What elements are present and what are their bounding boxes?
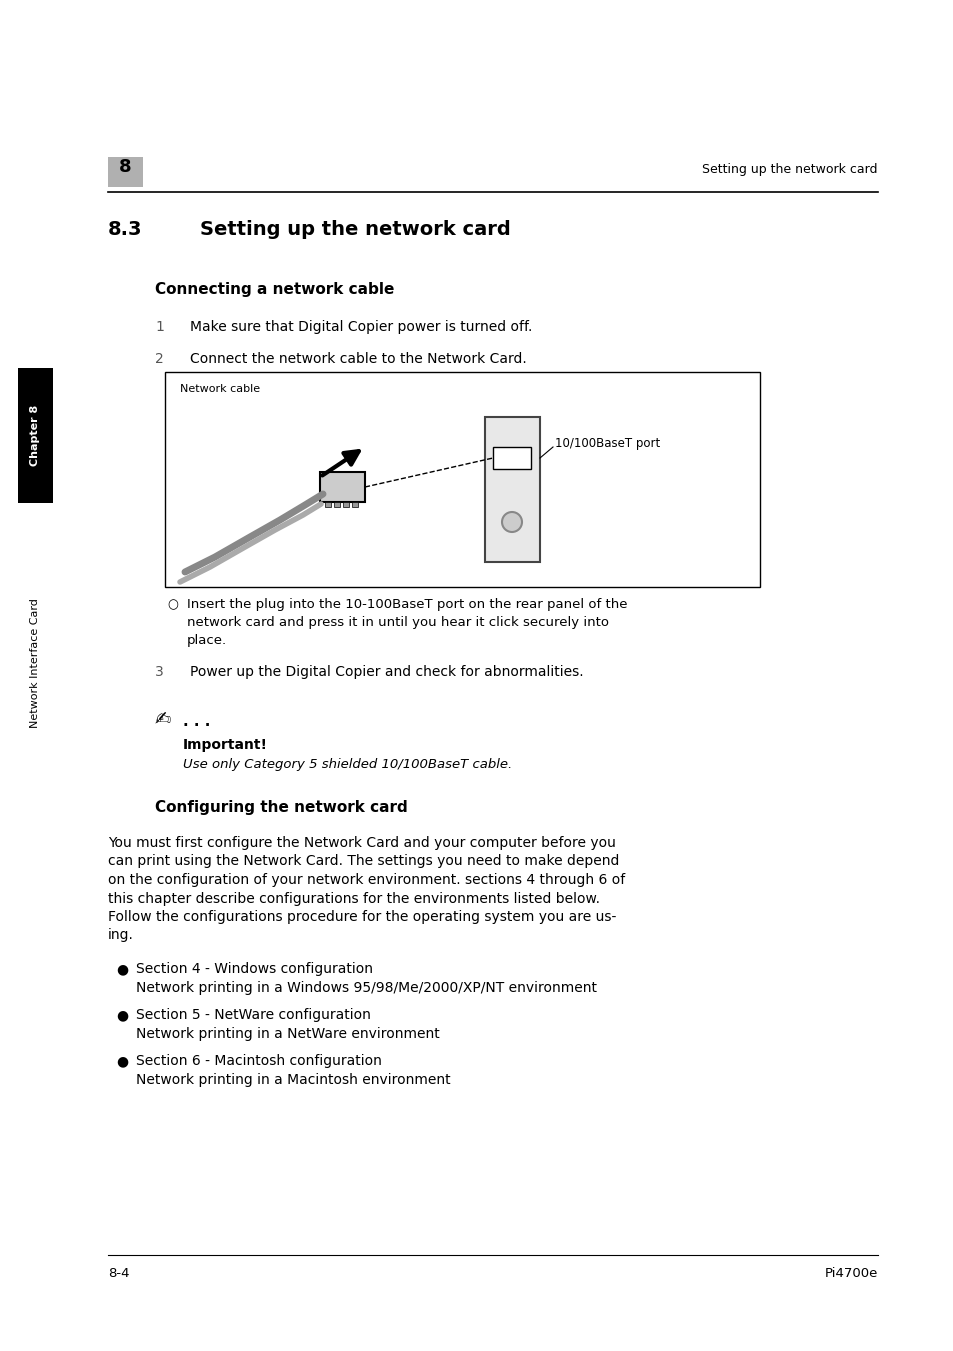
Text: Configuring the network card: Configuring the network card	[154, 800, 407, 815]
Text: ✍: ✍	[154, 711, 172, 730]
Bar	[484, 417, 539, 562]
Text: Setting up the network card: Setting up the network card	[701, 163, 877, 176]
Text: Chapter 8: Chapter 8	[30, 404, 40, 466]
Text: ●: ●	[116, 1054, 128, 1069]
Bar	[108, 157, 143, 186]
Text: ●: ●	[116, 962, 128, 975]
Text: 8: 8	[118, 158, 132, 176]
Text: 10/100BaseT port: 10/100BaseT port	[555, 436, 659, 450]
Bar	[493, 447, 531, 469]
Bar	[343, 503, 349, 507]
Bar	[325, 503, 331, 507]
Text: Insert the plug into the 10-100BaseT port on the rear panel of the: Insert the plug into the 10-100BaseT por…	[187, 598, 627, 611]
Text: Pi4700e: Pi4700e	[823, 1267, 877, 1279]
Text: Network cable: Network cable	[180, 384, 260, 394]
Text: Connect the network cable to the Network Card.: Connect the network cable to the Network…	[190, 353, 526, 366]
Text: ing.: ing.	[108, 928, 133, 943]
Text: Network printing in a NetWare environment: Network printing in a NetWare environmen…	[136, 1027, 439, 1042]
Text: can print using the Network Card. The settings you need to make depend: can print using the Network Card. The se…	[108, 854, 618, 869]
Text: 2: 2	[154, 353, 164, 366]
Text: place.: place.	[187, 634, 227, 647]
Bar	[319, 471, 365, 503]
Bar	[352, 503, 357, 507]
Bar	[334, 503, 339, 507]
Text: this chapter describe configurations for the environments listed below.: this chapter describe configurations for…	[108, 892, 599, 905]
Text: Important!: Important!	[183, 738, 268, 753]
Text: ○: ○	[167, 598, 177, 611]
Text: Network printing in a Macintosh environment: Network printing in a Macintosh environm…	[136, 1073, 450, 1088]
Text: Use only Category 5 shielded 10/100BaseT cable.: Use only Category 5 shielded 10/100BaseT…	[183, 758, 512, 771]
Text: . . .: . . .	[183, 713, 211, 730]
Bar	[165, 372, 760, 586]
Text: Network Interface Card: Network Interface Card	[30, 598, 40, 728]
Text: You must first configure the Network Card and your computer before you: You must first configure the Network Car…	[108, 836, 616, 850]
Text: Section 4 - Windows configuration: Section 4 - Windows configuration	[136, 962, 373, 975]
Text: Section 6 - Macintosh configuration: Section 6 - Macintosh configuration	[136, 1054, 381, 1069]
Text: on the configuration of your network environment. sections 4 through 6 of: on the configuration of your network env…	[108, 873, 624, 888]
Text: 8-4: 8-4	[108, 1267, 130, 1279]
Circle shape	[501, 512, 521, 532]
Text: Section 5 - NetWare configuration: Section 5 - NetWare configuration	[136, 1008, 371, 1021]
Text: Connecting a network cable: Connecting a network cable	[154, 282, 394, 297]
Text: network card and press it in until you hear it click securely into: network card and press it in until you h…	[187, 616, 608, 630]
Text: 1: 1	[154, 320, 164, 334]
Text: 3: 3	[154, 665, 164, 680]
Text: Follow the configurations procedure for the operating system you are us-: Follow the configurations procedure for …	[108, 911, 616, 924]
Text: Power up the Digital Copier and check for abnormalities.: Power up the Digital Copier and check fo…	[190, 665, 583, 680]
Text: ●: ●	[116, 1008, 128, 1021]
Text: Network printing in a Windows 95/98/Me/2000/XP/NT environment: Network printing in a Windows 95/98/Me/2…	[136, 981, 597, 994]
Text: Make sure that Digital Copier power is turned off.: Make sure that Digital Copier power is t…	[190, 320, 532, 334]
Text: 8.3: 8.3	[108, 220, 142, 239]
Text: Setting up the network card: Setting up the network card	[200, 220, 510, 239]
Bar	[18, 367, 53, 503]
